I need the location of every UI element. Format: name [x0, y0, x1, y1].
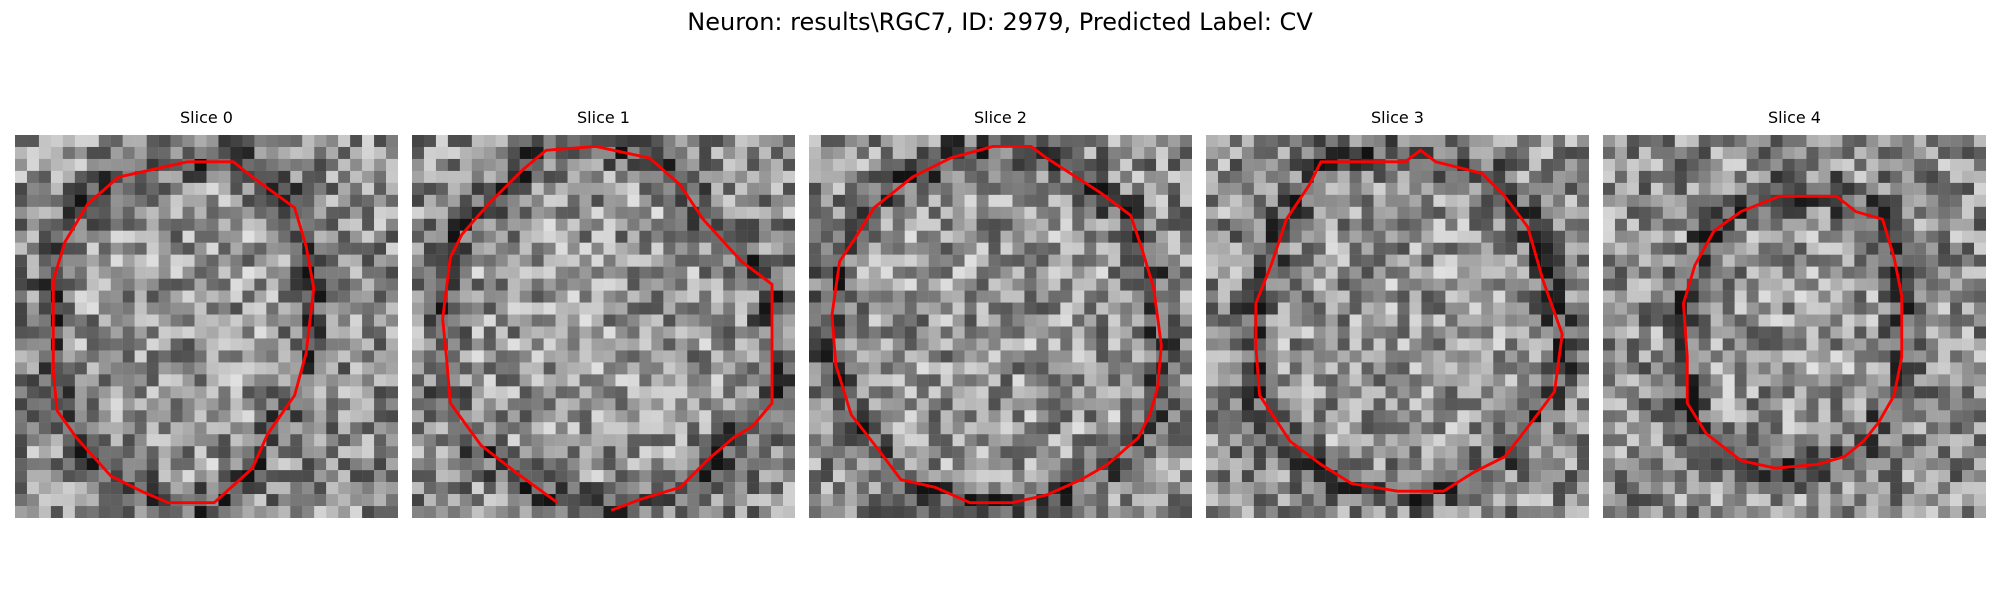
cell-contour — [1681, 194, 1904, 470]
slice-title-1: Slice 1 — [577, 108, 630, 127]
grayscale-pixel-grid — [412, 135, 795, 518]
slice-panel-0: Slice 0 — [15, 108, 398, 528]
slice-image-0 — [15, 135, 398, 518]
slice-image-3 — [1206, 135, 1589, 518]
grayscale-pixel-grid — [809, 135, 1192, 518]
slice-title-0: Slice 0 — [180, 108, 233, 127]
slice-image-1 — [412, 135, 795, 518]
cell-contour — [1254, 148, 1564, 493]
slice-panel-1: Slice 1 — [412, 108, 795, 528]
slice-panel-2: Slice 2 — [809, 108, 1192, 528]
slice-title-2: Slice 2 — [974, 108, 1027, 127]
slice-panel-4: Slice 4 — [1603, 108, 1986, 528]
slice-panel-3: Slice 3 — [1206, 108, 1589, 528]
figure-title: Neuron: results\RGC7, ID: 2979, Predicte… — [687, 8, 1313, 36]
slice-title-3: Slice 3 — [1371, 108, 1424, 127]
grayscale-pixel-grid — [1206, 135, 1589, 518]
grayscale-pixel-grid — [15, 135, 398, 518]
slice-image-2 — [809, 135, 1192, 518]
grayscale-pixel-grid — [1603, 135, 1986, 518]
cell-contour — [830, 145, 1163, 505]
cell-contour — [441, 145, 774, 512]
slice-title-4: Slice 4 — [1768, 108, 1821, 127]
cell-contour — [51, 160, 316, 505]
slice-image-4 — [1603, 135, 1986, 518]
